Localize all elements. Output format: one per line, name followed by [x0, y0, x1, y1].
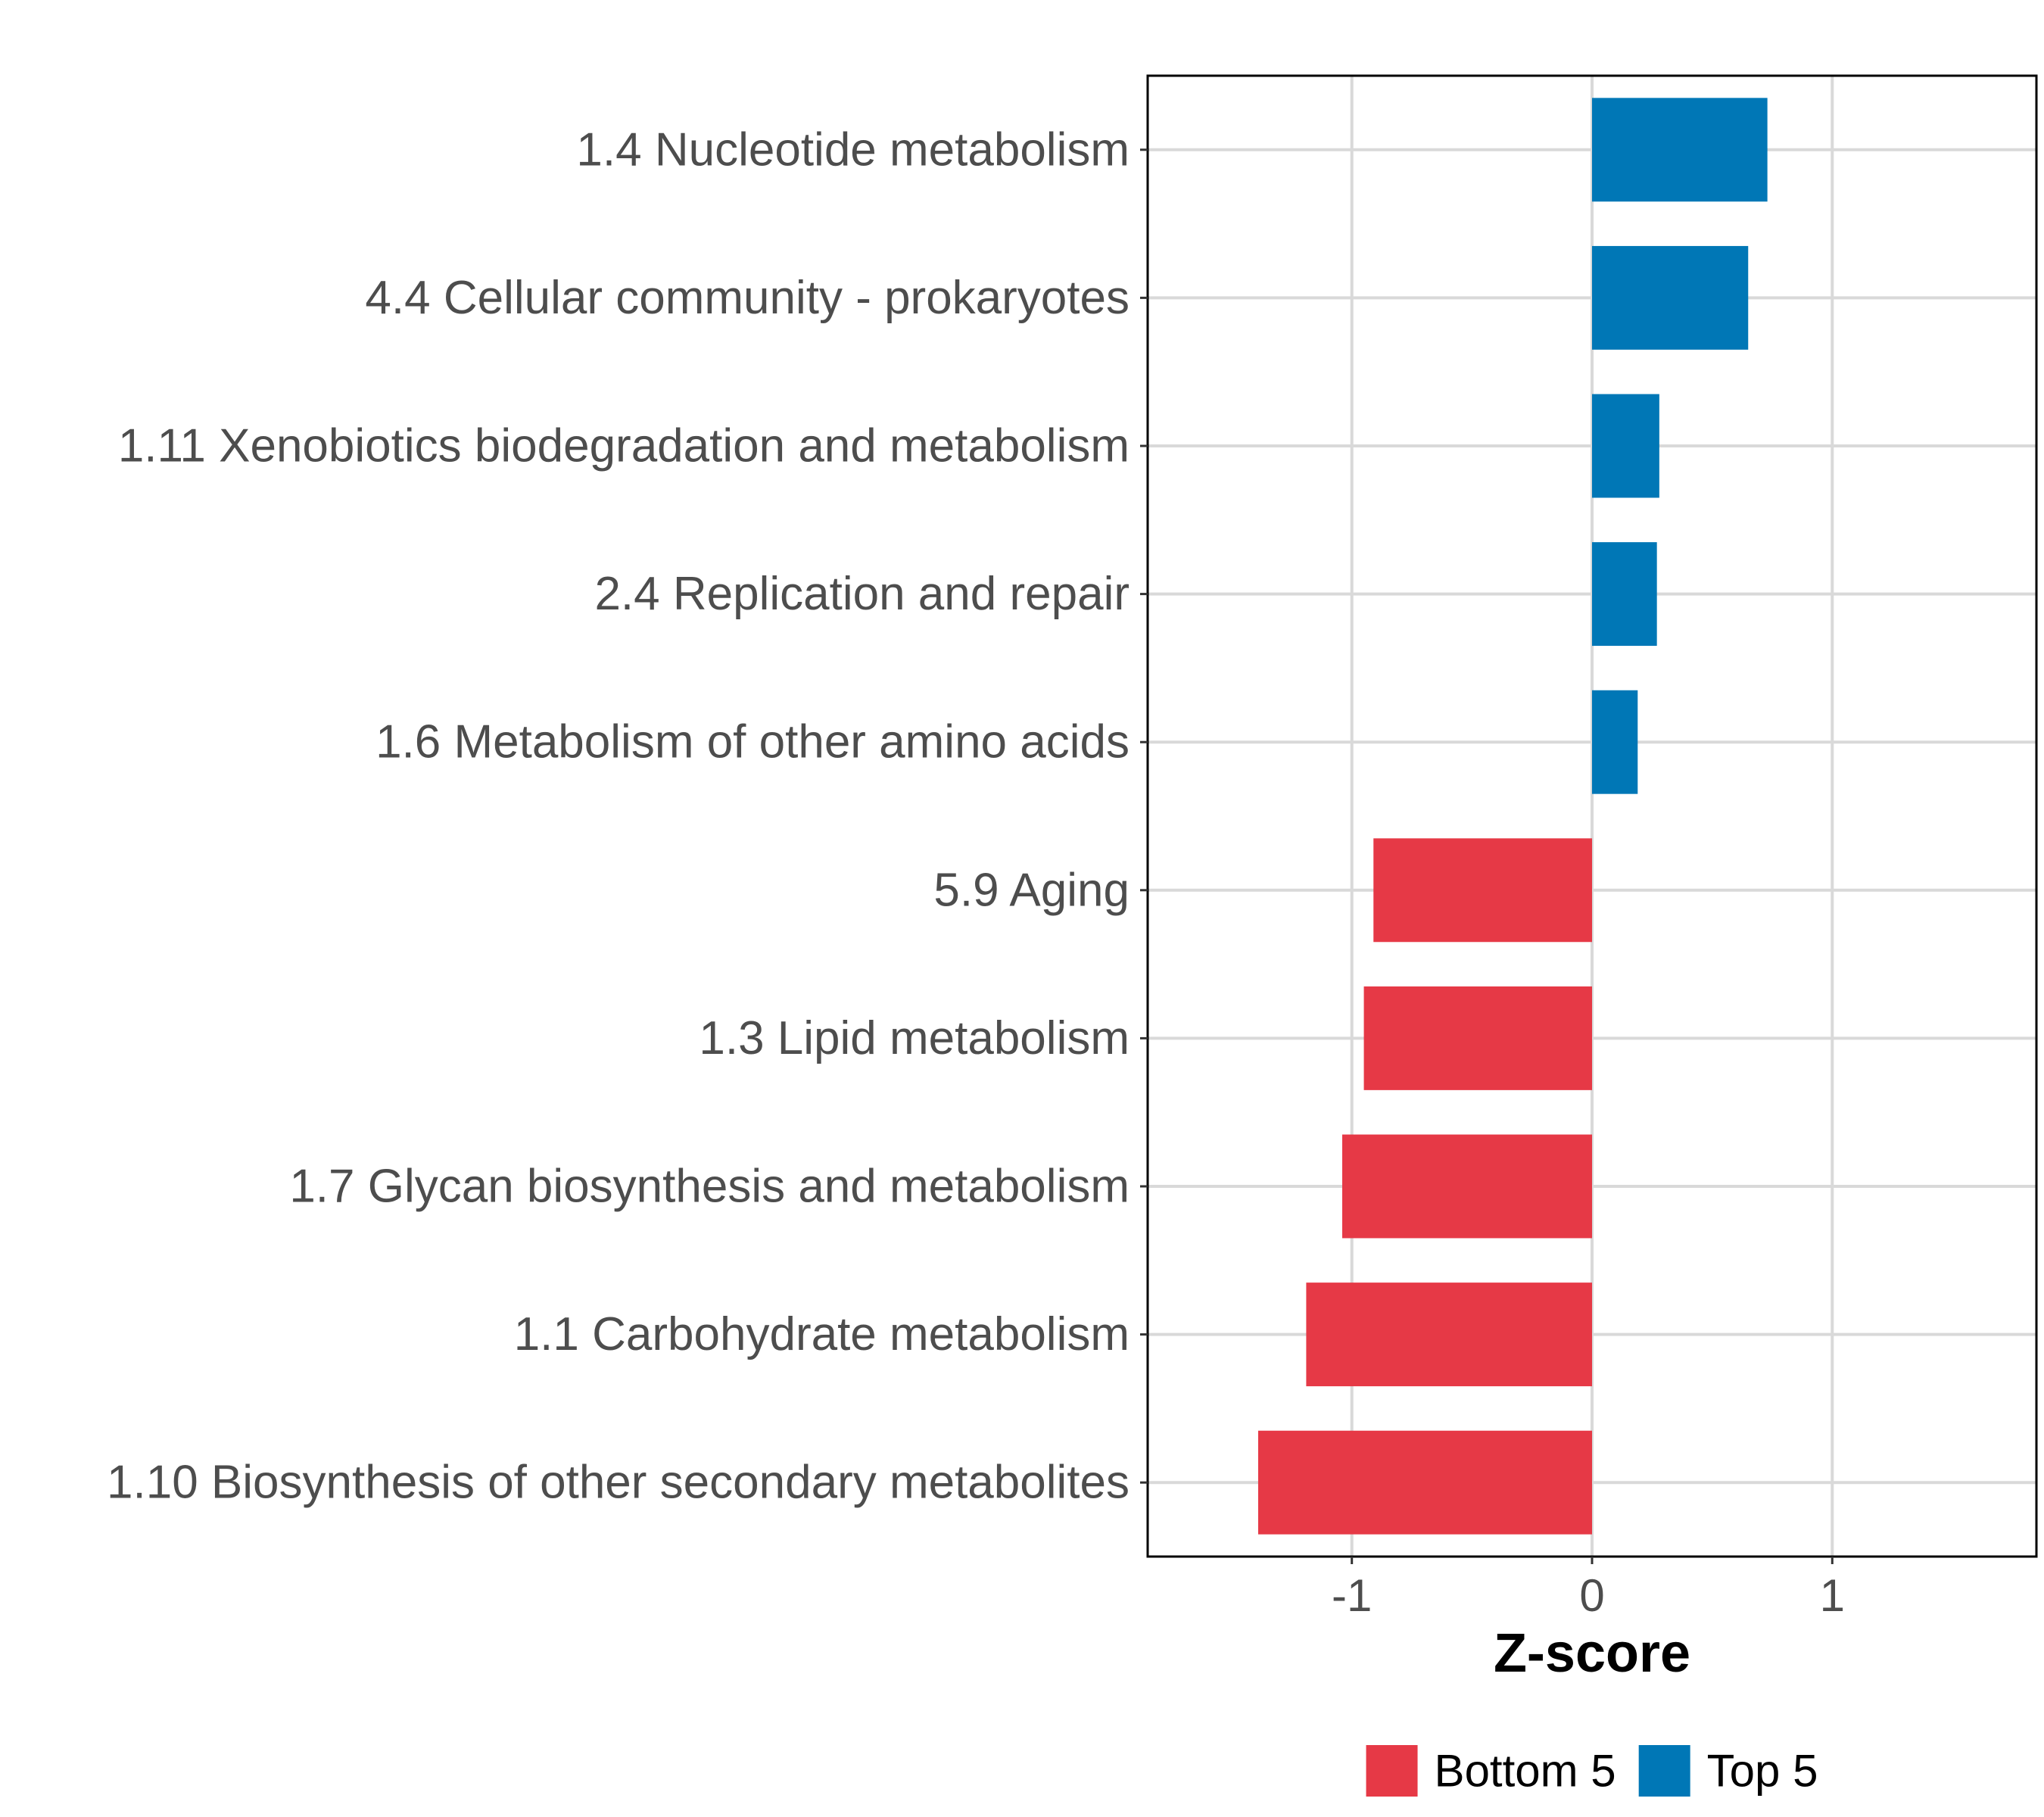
bar	[1306, 1282, 1592, 1387]
bar	[1592, 245, 1749, 350]
legend-label: Top 5	[1707, 1746, 1818, 1797]
category-label: 1.10 Biosynthesis of other secondary met…	[107, 1457, 1129, 1509]
legend-swatch	[1366, 1745, 1418, 1797]
bar	[1363, 986, 1592, 1090]
bar	[1592, 394, 1659, 498]
x-tick-label: -1	[1332, 1570, 1372, 1621]
legend: Bottom 5 Top 5	[1366, 1745, 1818, 1797]
category-label: 2.4 Replication and repair	[594, 568, 1129, 620]
bar	[1592, 690, 1638, 794]
category-label: 1.7 Glycan biosynthesis and metabolism	[289, 1161, 1129, 1213]
x-axis: -1 0 1	[1332, 1557, 1845, 1621]
category-label: 4.4 Cellular community - prokaryotes	[365, 272, 1129, 324]
bar-layer	[1257, 98, 1768, 1535]
x-tick-label: 1	[1820, 1570, 1845, 1621]
bar	[1257, 1430, 1592, 1535]
category-label: 1.6 Metabolism of other amino acids	[375, 716, 1129, 768]
legend-swatch	[1638, 1745, 1690, 1797]
bar	[1592, 98, 1768, 202]
category-label: 5.9 Aging	[933, 864, 1129, 916]
legend-label: Bottom 5	[1435, 1746, 1616, 1797]
category-label: 1.4 Nucleotide metabolism	[576, 123, 1129, 176]
category-label: 1.11 Xenobiotics biodegradation and meta…	[118, 420, 1129, 472]
bar	[1342, 1134, 1592, 1239]
category-label: 1.1 Carbohydrate metabolism	[514, 1308, 1129, 1360]
x-axis-title: Z-score	[1494, 1623, 1690, 1684]
bar	[1592, 542, 1657, 647]
bar	[1373, 838, 1592, 943]
x-tick-label: 0	[1579, 1570, 1604, 1621]
category-label: 1.3 Lipid metabolism	[699, 1012, 1129, 1064]
y-axis: 1.4 Nucleotide metabolism 4.4 Cellular co…	[107, 123, 1148, 1509]
